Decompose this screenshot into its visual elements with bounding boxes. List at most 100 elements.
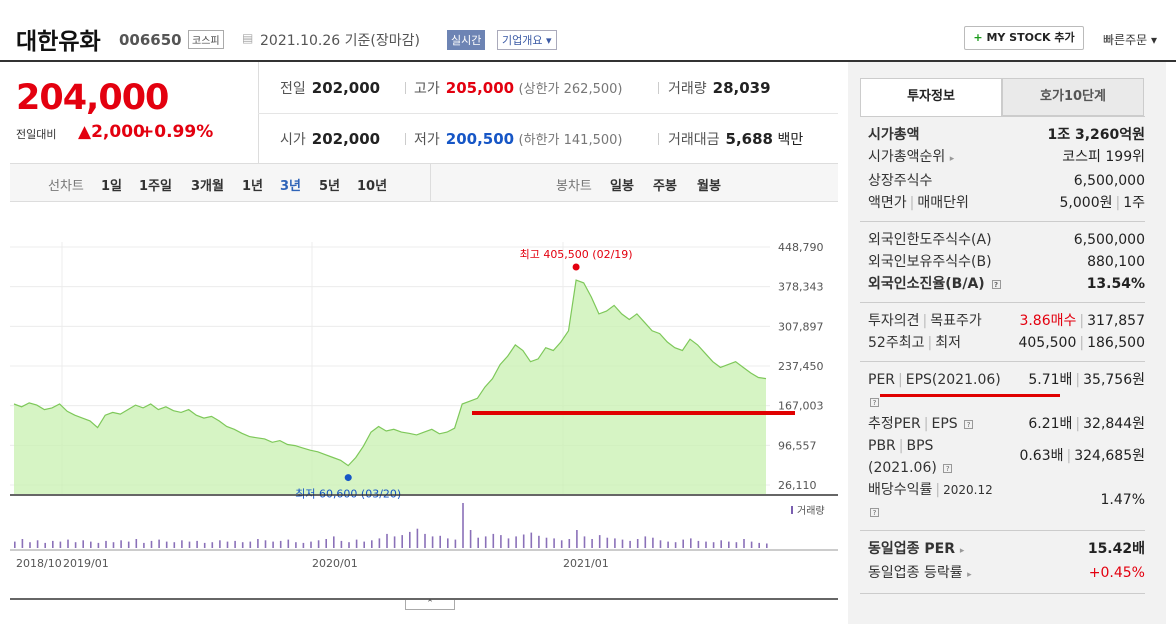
open-price: 시가 202,000 — [280, 130, 381, 148]
volume-bar — [257, 539, 259, 548]
help-icon: ? — [991, 279, 1001, 289]
volume-bar — [90, 541, 92, 548]
volume-bar — [728, 541, 730, 548]
volume-bar — [348, 542, 350, 548]
stock-code: 006650 — [119, 31, 182, 49]
volume-bar — [492, 533, 495, 548]
stock-header: 대한유화 006650 코스피 ▤ 2021.10.26 기준(장마감) 실시간… — [0, 0, 1176, 62]
volume-bar — [515, 536, 517, 548]
volume-bar — [454, 539, 457, 548]
price-chart-svg: 448,790 378,343 307,897 237,450 167,003 96,55… — [10, 241, 838, 600]
dropdown-icon: ▾ — [1151, 33, 1158, 47]
volume-bar — [614, 538, 616, 548]
volume-bar — [576, 530, 578, 548]
volume-bar — [97, 542, 100, 548]
price-area — [14, 280, 766, 494]
volume-bar — [690, 538, 692, 548]
industry-change-row[interactable]: 동일업종 등락률 ▸ +0.45% — [868, 565, 1145, 581]
price-chart[interactable]: 448,790 378,343 307,897 237,450 167,003 96,55… — [10, 202, 838, 600]
x-tick-label: 2021/01 — [563, 557, 609, 570]
volume-bar — [143, 542, 145, 548]
volume-bar — [371, 540, 373, 548]
volume-bar — [507, 538, 510, 548]
volume-bar — [477, 537, 479, 548]
current-price: 204,000 — [16, 78, 169, 118]
tab-1w[interactable]: 1주일 — [139, 179, 172, 194]
opinion-section: 투자의견 | 목표주가 3.86매수 | 317,857 52주최고 | 최저 405,50… — [860, 303, 1145, 362]
base-date: 2021.10.26 기준(장마감) — [260, 33, 420, 49]
volume-bar — [424, 533, 426, 548]
company-overview-button[interactable]: 기업개요 ▾ — [497, 30, 557, 50]
volume-bar — [598, 535, 601, 548]
tab-1d[interactable]: 1일 — [101, 179, 123, 194]
volume: 거래량 28,039 — [668, 79, 771, 97]
volume-bar — [310, 541, 312, 548]
tab-3y[interactable]: 3년 — [280, 179, 302, 194]
volume-bar — [644, 536, 647, 548]
volume-bar — [712, 542, 715, 548]
volume-bar — [386, 533, 388, 548]
dividend-row: 배당수익률 | 2020.12? 1.47% — [868, 482, 1145, 517]
tab-daily[interactable]: 일봉 — [610, 179, 634, 194]
volume-bar — [720, 540, 722, 548]
tab-1y[interactable]: 1년 — [242, 179, 264, 194]
my-stock-add-button[interactable]: + MY STOCK 추가 — [964, 26, 1084, 50]
help-icon: ? — [870, 507, 879, 517]
volume-bar — [636, 539, 639, 548]
calendar-icon: ▤ — [242, 31, 254, 45]
par-value-row: 액면가 | 매매단위 5,000원 | 1주 — [868, 195, 1145, 211]
volume-bar — [743, 539, 745, 548]
market-cap-rank-row[interactable]: 시가총액순위 ▸ 코스피 199위 — [868, 149, 1145, 165]
chevron-right-icon: ▸ — [959, 546, 965, 556]
chart-collapse-button[interactable]: ⌃ — [405, 600, 455, 610]
up-triangle-icon: ▲ — [78, 122, 92, 142]
tab-3m[interactable]: 3개월 — [191, 179, 224, 194]
tab-monthly[interactable]: 월봉 — [697, 179, 721, 194]
drawn-underline — [880, 394, 1060, 397]
quick-order-button[interactable]: 빠른주문 ▾ — [1103, 33, 1158, 47]
volume-bar — [29, 542, 31, 548]
volume-bar — [530, 532, 533, 548]
opinion-row: 투자의견 | 목표주가 3.86매수 | 317,857 — [868, 313, 1145, 329]
price-change-pct: +0.99% — [140, 122, 214, 142]
volume-bar — [750, 541, 753, 548]
x-tick-label: 2019/01 — [63, 557, 109, 570]
volume-bar — [295, 542, 297, 548]
prev-close: 전일 202,000 — [280, 79, 381, 97]
volume-bar — [302, 542, 305, 548]
investment-info-panel: 투자정보 호가10단계 시가총액 1조 3,260억원 시가총액순위 ▸ 코스피 1… — [848, 62, 1166, 624]
volume-bar — [484, 536, 487, 548]
change-label: 전일대비 — [16, 128, 57, 141]
volume-bar — [150, 540, 153, 548]
foreign-section: 외국인한도주식수(A) 6,500,000 외국인보유주식수(B) 880,100 … — [860, 222, 1145, 303]
foreign-ratio-row: 외국인소진율(B/A) ? 13.54% — [868, 276, 1145, 292]
volume-bar — [21, 539, 24, 548]
volume-bar — [560, 540, 563, 548]
low-marker — [344, 474, 352, 482]
industry-per-row[interactable]: 동일업종 PER ▸ 15.42배 — [868, 541, 1145, 557]
volume-bar — [674, 542, 677, 548]
volume-bar — [606, 537, 609, 548]
tab-weekly[interactable]: 주봉 — [653, 179, 677, 194]
foreign-limit-row: 외국인한도주식수(A) 6,500,000 — [868, 232, 1145, 248]
valuation-section: PER | EPS(2021.06)? 5.71배 | 35,756원 추정PER | EP… — [860, 362, 1145, 531]
volume-bar — [333, 536, 335, 548]
tab-investment-info[interactable]: 투자정보 — [860, 78, 1002, 116]
x-tick-label: 2018/10 — [16, 557, 62, 570]
candle-chart-label: 봉차트 — [556, 179, 592, 194]
line-chart-label: 선차트 — [48, 179, 84, 194]
y-tick-label: 378,343 — [778, 281, 824, 294]
company-name: 대한유화 — [16, 29, 101, 55]
volume-bar — [522, 534, 525, 548]
tab-order-book[interactable]: 호가10단계 — [1002, 78, 1144, 116]
volume-bar — [462, 503, 464, 548]
tab-5y[interactable]: 5년 — [319, 179, 341, 194]
realtime-button[interactable]: 실시간 — [447, 30, 486, 50]
volume-bar — [591, 539, 593, 548]
tab-10y[interactable]: 10년 — [357, 179, 388, 194]
market-badge: 코스피 — [188, 30, 224, 49]
volume-bar — [67, 539, 69, 548]
chart-period-tabs: 선차트 1일 1주일 3개월 1년 3년 5년 10년 봉차트 일봉 주봉 월봉 — [10, 164, 838, 202]
volume-bar — [196, 540, 198, 548]
volume-bar — [127, 541, 130, 548]
